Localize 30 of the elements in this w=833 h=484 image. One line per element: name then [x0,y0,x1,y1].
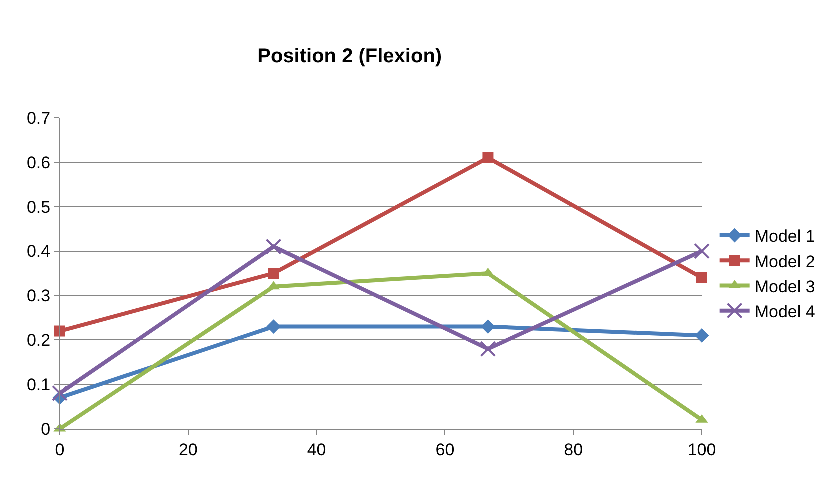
point [482,152,494,164]
legend-label: Model 1 [754,227,816,246]
y-tick-label: 0.2 [26,331,51,350]
x-tick-label: 0 [55,440,65,460]
x-tick-label: 20 [178,440,198,460]
x-tick-label: 80 [564,440,584,460]
y-tick-label: 0 [41,420,51,439]
y-tick-label: 0.1 [26,376,51,395]
y-tick-label: 0.4 [26,242,51,262]
y-tick-label: 0.5 [26,198,51,217]
y-tick-label: 0.6 [26,153,51,172]
legend-label: Model 3 [754,277,816,296]
y-tick-label: 0.7 [26,108,51,128]
x-tick-label: 100 [688,440,716,460]
point [266,320,281,334]
point [54,326,66,337]
point [694,328,710,343]
point [696,272,708,284]
legend-label: Model 4 [754,302,816,322]
x-tick-label: 60 [436,440,455,460]
point [694,243,710,260]
chart-title: Position 2 (Flexion) [258,45,442,68]
legend-label: Model 2 [754,252,816,272]
point [480,341,496,358]
x-tick-label: 40 [307,440,326,460]
y-tick-label: 0.3 [26,286,51,306]
point [52,385,68,402]
point [481,320,496,334]
point [268,268,280,279]
point [266,238,282,255]
